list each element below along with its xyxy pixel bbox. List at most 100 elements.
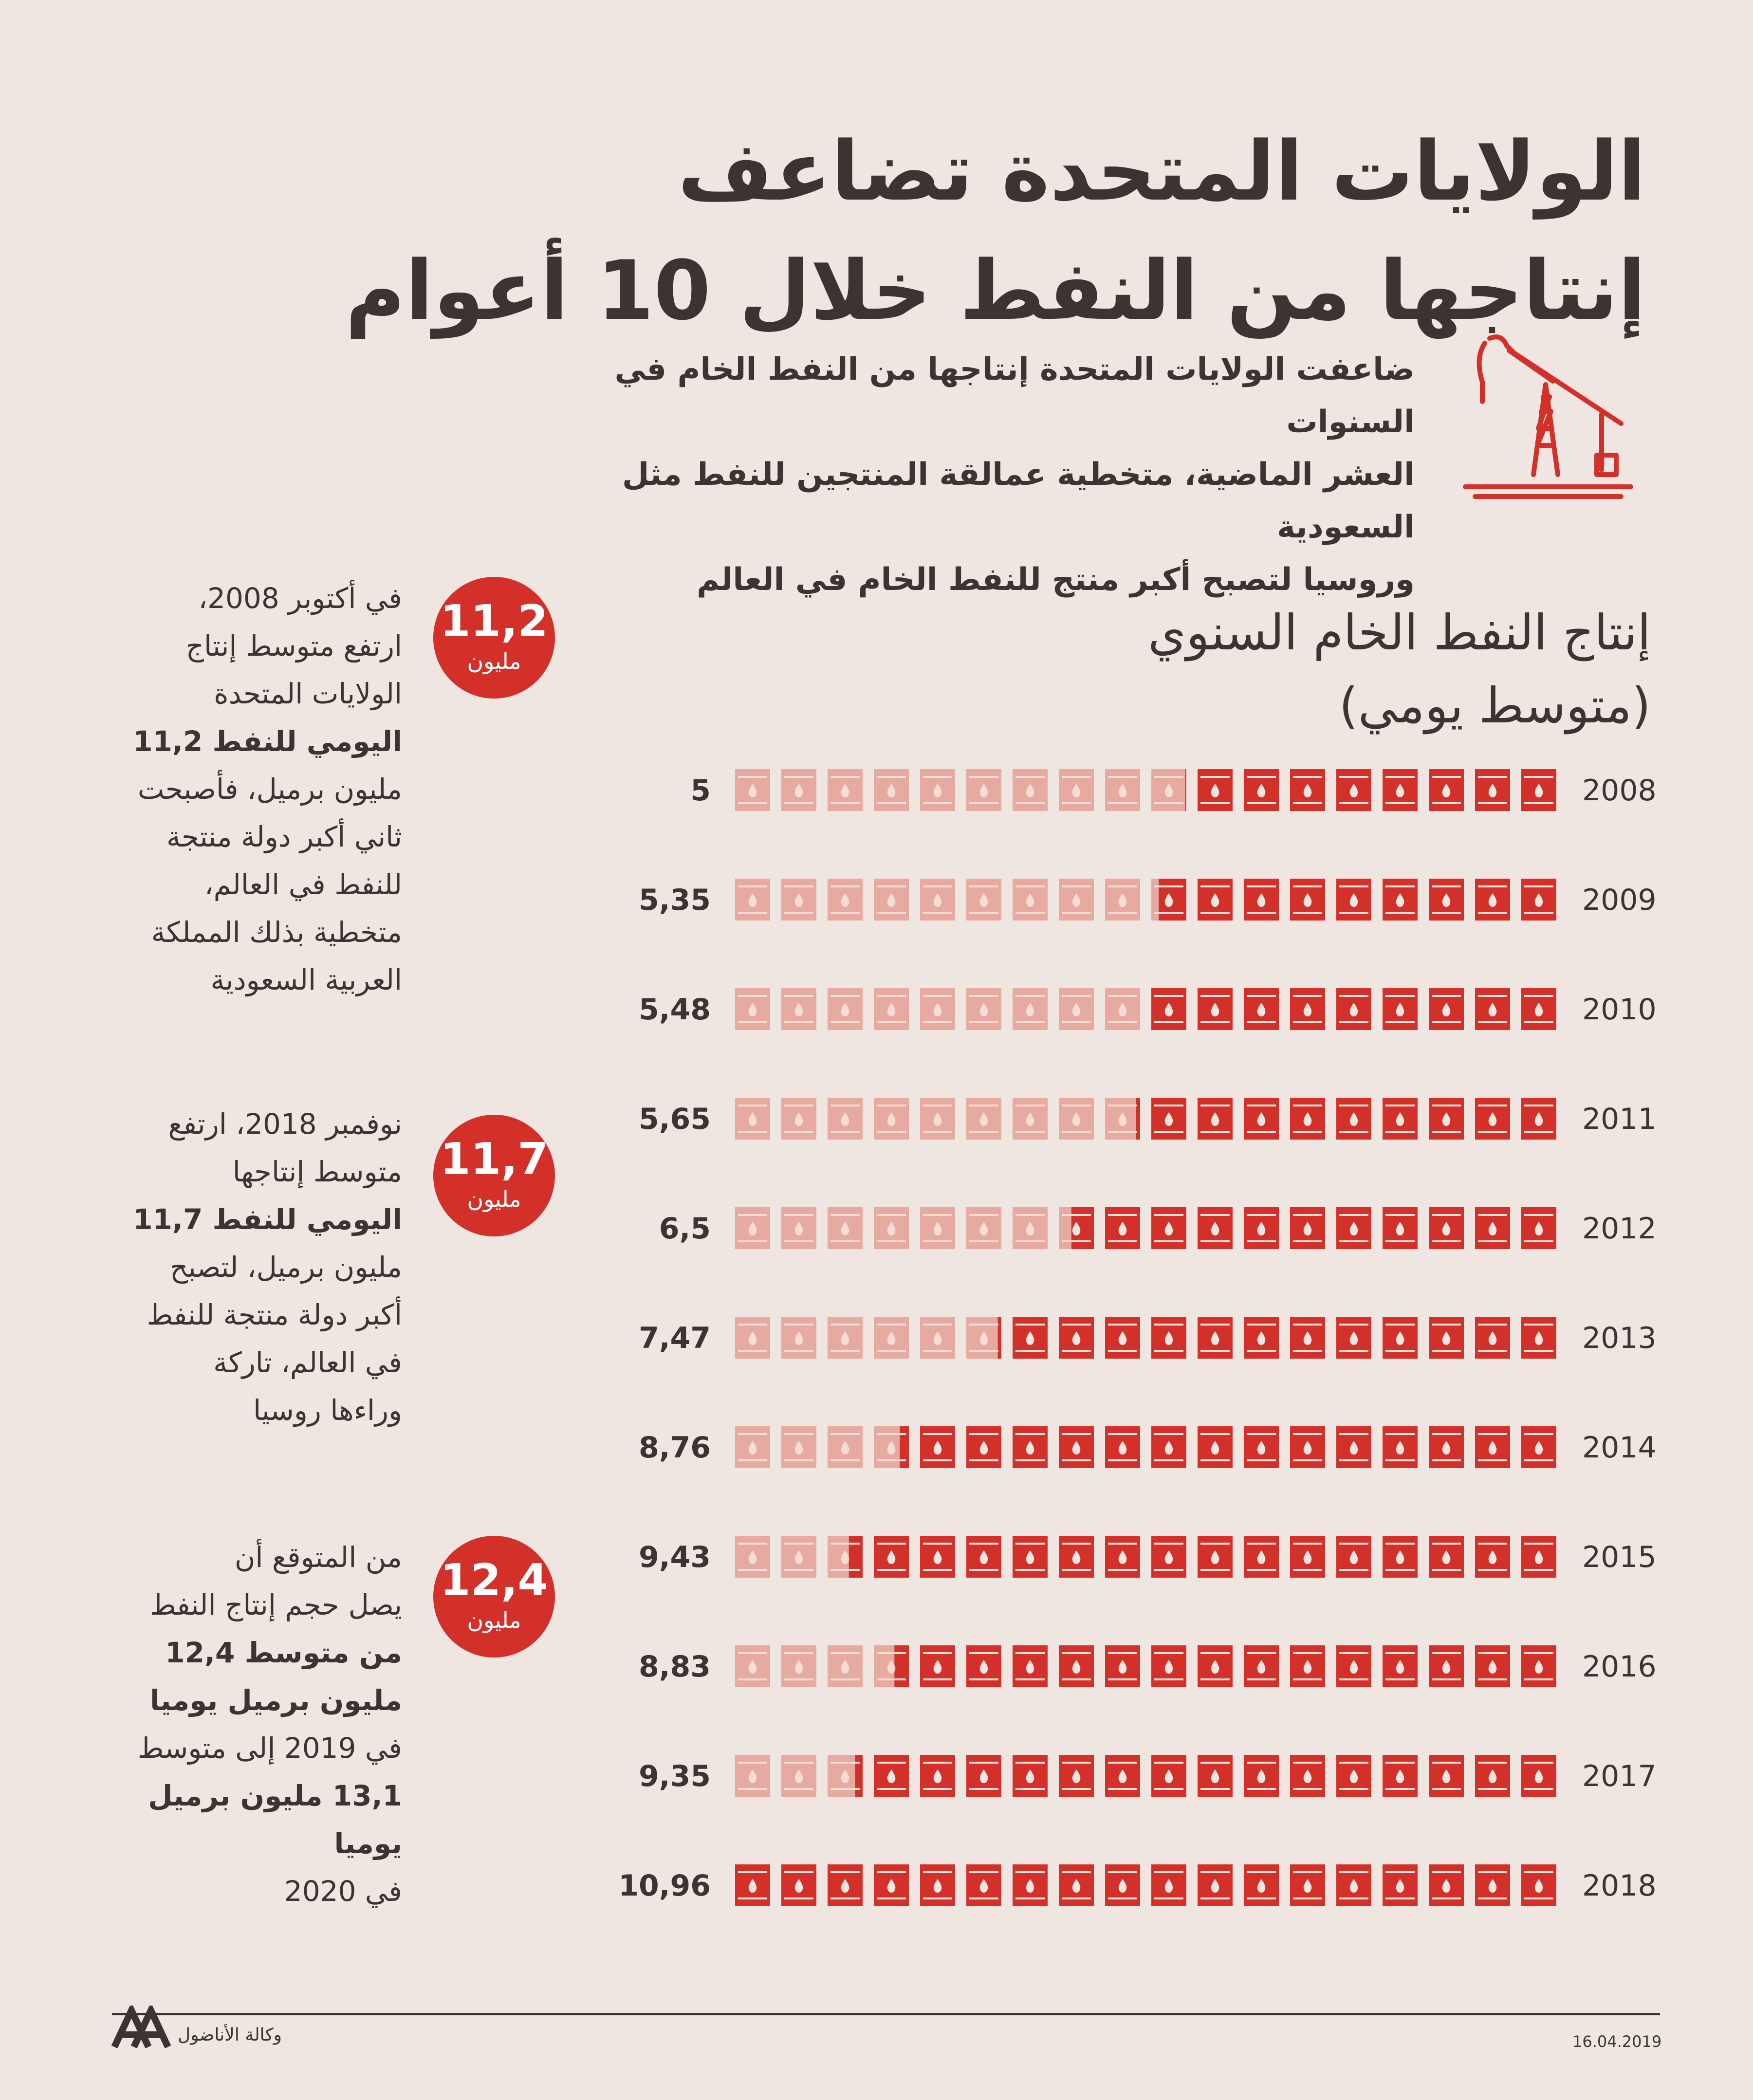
value-label: 5,35 bbox=[639, 883, 711, 917]
oil-barrel-icon bbox=[966, 1645, 1001, 1687]
oil-barrel-icon bbox=[735, 988, 770, 1030]
oil-barrel-icon bbox=[781, 879, 816, 921]
oil-barrel-icon bbox=[1059, 988, 1094, 1030]
callout-1-line: متخطية بذلك المملكة bbox=[151, 916, 402, 949]
oil-barrel-icon bbox=[874, 1864, 909, 1906]
oil-barrel-icon bbox=[1521, 1755, 1556, 1797]
oil-barrel-icon bbox=[920, 1317, 955, 1359]
oil-barrel-icon bbox=[1105, 988, 1140, 1030]
oil-barrel-icon bbox=[1383, 988, 1418, 1030]
callout-3-line: مليون برميل يوميا bbox=[149, 1684, 402, 1717]
oil-barrel-icon bbox=[1244, 769, 1279, 811]
oil-barrel-icon bbox=[781, 769, 816, 811]
oil-barrel-icon bbox=[920, 1645, 955, 1687]
callout-3-line: في 2020 bbox=[284, 1875, 402, 1908]
chart-subtitle: (متوسط يومي) bbox=[1339, 677, 1651, 734]
oil-barrel-icon bbox=[781, 1755, 816, 1797]
oil-barrel-icon bbox=[1383, 879, 1418, 921]
bar-row: 2010 5,48 bbox=[639, 988, 1657, 1030]
oil-barrel-icon bbox=[1475, 1755, 1510, 1797]
value-label: 5 bbox=[690, 774, 711, 808]
callout-2-line: وراءها روسيا bbox=[253, 1394, 402, 1427]
oil-barrel-icon bbox=[1013, 1317, 1048, 1359]
oil-barrel-icon bbox=[735, 1098, 770, 1140]
oil-barrel-icon bbox=[1244, 1864, 1279, 1906]
bar-row: 2009 5,35 bbox=[639, 879, 1657, 921]
oil-barrel-icon bbox=[1105, 1426, 1140, 1468]
bar bbox=[855, 1755, 1556, 1797]
oil-barrel-icon bbox=[1336, 1317, 1371, 1359]
callout-1-line: في أكتوبر 2008، bbox=[198, 582, 402, 615]
oil-barrel-icon bbox=[966, 1317, 1001, 1359]
oil-barrel-icon bbox=[735, 769, 770, 811]
oil-barrel-icon bbox=[781, 1864, 816, 1906]
oil-barrel-icon bbox=[1383, 1536, 1418, 1578]
oil-barrel-icon bbox=[1198, 769, 1233, 811]
oil-barrel-icon bbox=[966, 1536, 1001, 1578]
aa-logo bbox=[111, 2006, 171, 2048]
bar-row: 2013 7,47 bbox=[639, 1317, 1657, 1359]
oil-barrel-icon bbox=[1151, 1317, 1186, 1359]
value-label: 9,35 bbox=[639, 1759, 711, 1793]
oil-barrel-icon bbox=[1475, 1426, 1510, 1468]
oil-barrel-icon bbox=[1290, 1864, 1325, 1906]
oil-barrel-icon bbox=[781, 1207, 816, 1249]
callout-2-line: متوسط إنتاجها bbox=[232, 1155, 402, 1188]
oil-barrel-icon bbox=[1151, 1864, 1186, 1906]
oil-barrel-icon bbox=[1383, 1645, 1418, 1687]
footer-date: 16.04.2019 bbox=[1572, 2032, 1662, 2051]
value-label: 7,47 bbox=[639, 1321, 711, 1355]
oil-barrel-icon bbox=[1475, 1536, 1510, 1578]
oil-barrel-icon bbox=[1429, 1098, 1464, 1140]
oil-barrel-icon bbox=[735, 1207, 770, 1249]
oil-barrel-icon bbox=[828, 988, 863, 1030]
callout-1-line: الولايات المتحدة bbox=[214, 677, 402, 710]
oil-barrel-icon bbox=[1383, 1317, 1418, 1359]
oil-barrel-icon bbox=[1059, 1864, 1094, 1906]
oil-barrel-icon bbox=[1383, 1864, 1418, 1906]
oil-barrel-icon bbox=[1383, 1098, 1418, 1140]
oil-barrel-icon bbox=[1059, 1755, 1094, 1797]
oil-barrel-icon bbox=[1013, 1755, 1048, 1797]
oil-barrel-icon bbox=[1290, 988, 1325, 1030]
oil-barrel-icon bbox=[1336, 769, 1371, 811]
oil-barrel-icon bbox=[1290, 769, 1325, 811]
callout-2-unit: مليون bbox=[467, 1186, 521, 1212]
oil-barrel-icon bbox=[1105, 879, 1140, 921]
oil-barrel-icon bbox=[828, 1645, 863, 1687]
oil-barrel-icon bbox=[874, 988, 909, 1030]
oil-barrel-icon bbox=[1290, 1645, 1325, 1687]
callout-3-unit: مليون bbox=[467, 1607, 521, 1633]
value-label: 9,43 bbox=[639, 1540, 711, 1574]
oil-barrel-icon bbox=[1521, 988, 1556, 1030]
callout-3-line: 13,1 مليون برميل يوميا bbox=[148, 1779, 402, 1860]
oil-barrel-icon bbox=[966, 879, 1001, 921]
oil-barrel-icon bbox=[1013, 1645, 1048, 1687]
callout-1-line: ارتفع متوسط إنتاج bbox=[185, 629, 402, 663]
oil-barrel-icon bbox=[1013, 879, 1048, 921]
value-label: 8,76 bbox=[639, 1431, 711, 1465]
oil-barrel-icon bbox=[1244, 1317, 1279, 1359]
oil-barrel-icon bbox=[781, 1536, 816, 1578]
oil-barrel-icon bbox=[1059, 879, 1094, 921]
oil-barrel-icon bbox=[1475, 1317, 1510, 1359]
value-label: 10,96 bbox=[618, 1869, 711, 1903]
oil-barrel-icon bbox=[966, 1426, 1001, 1468]
oil-barrel-icon bbox=[966, 1755, 1001, 1797]
oil-barrel-icon bbox=[1429, 1536, 1464, 1578]
oil-barrel-icon bbox=[1198, 1864, 1233, 1906]
oil-barrel-icon bbox=[1151, 1207, 1186, 1249]
bar-row: 2015 9,43 bbox=[639, 1536, 1657, 1578]
oil-barrel-icon bbox=[1521, 1207, 1556, 1249]
oil-barrel-icon bbox=[966, 1864, 1001, 1906]
oil-barrel-icon bbox=[1198, 879, 1233, 921]
callout-3-text: من المتوقع أن يصل حجم إنتاج النفط من متو… bbox=[91, 1533, 402, 1915]
oil-barrel-icon bbox=[1290, 879, 1325, 921]
oil-barrel-icon bbox=[1336, 1755, 1371, 1797]
oil-barrel-icon bbox=[1105, 1098, 1140, 1140]
year-label: 2018 bbox=[1582, 1869, 1657, 1903]
oil-barrel-icon bbox=[920, 988, 955, 1030]
oil-barrel-icon bbox=[874, 1755, 909, 1797]
oil-barrel-icon bbox=[1013, 1536, 1048, 1578]
